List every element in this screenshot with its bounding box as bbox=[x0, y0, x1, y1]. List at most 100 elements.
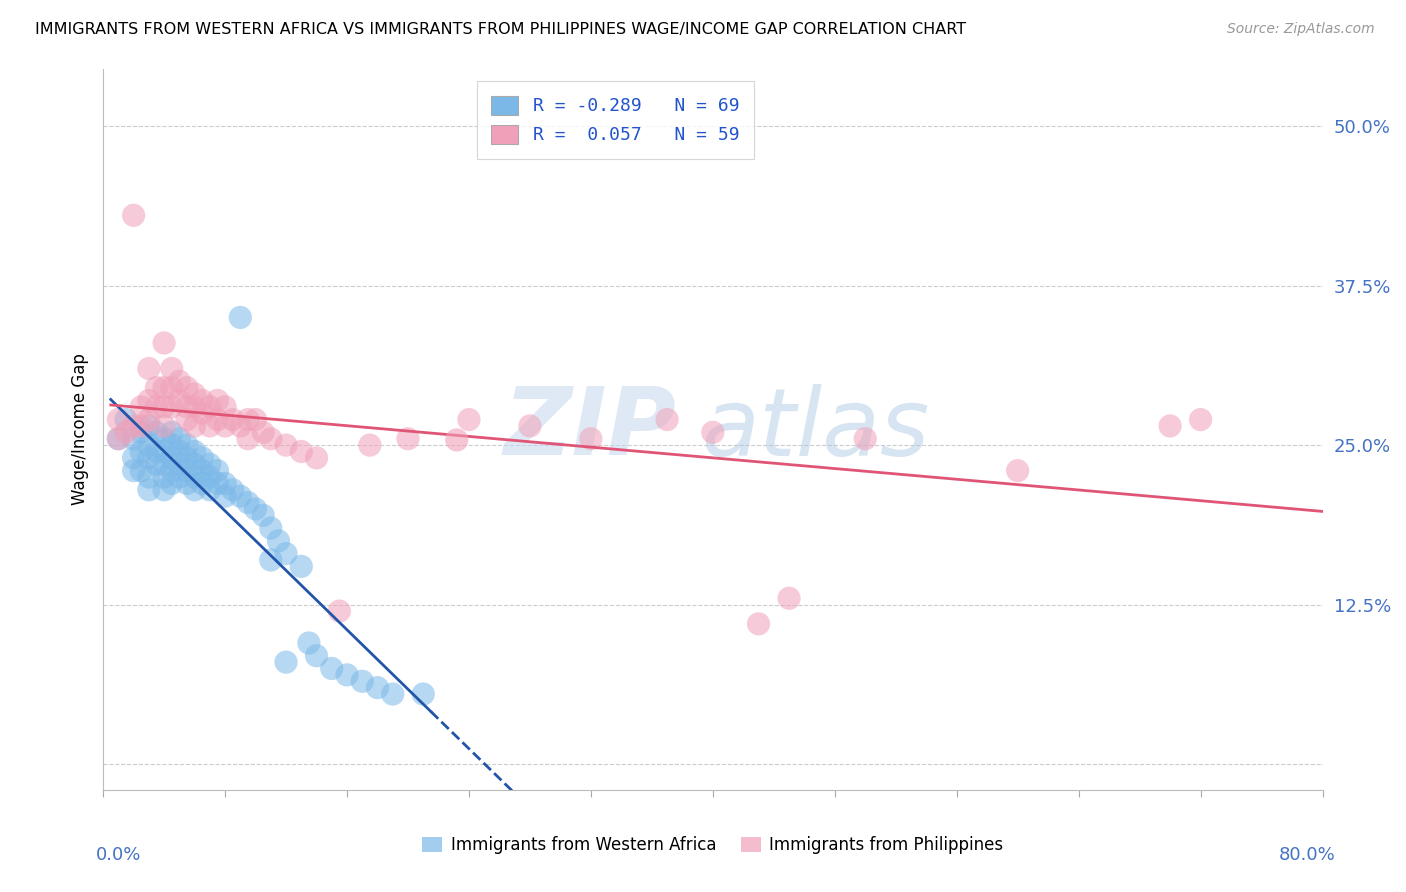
Point bbox=[1007, 464, 1029, 478]
Point bbox=[274, 655, 297, 669]
Point bbox=[214, 489, 236, 503]
Point bbox=[1159, 419, 1181, 434]
Point bbox=[352, 674, 374, 689]
Point bbox=[107, 432, 129, 446]
Point bbox=[191, 406, 214, 420]
Point bbox=[145, 425, 167, 440]
Point bbox=[138, 412, 160, 426]
Point bbox=[169, 393, 191, 408]
Point bbox=[107, 432, 129, 446]
Point bbox=[153, 470, 176, 484]
Point bbox=[191, 464, 214, 478]
Point bbox=[221, 483, 243, 497]
Point bbox=[236, 495, 259, 509]
Point bbox=[138, 393, 160, 408]
Point bbox=[129, 444, 152, 458]
Point bbox=[655, 412, 678, 426]
Point bbox=[260, 553, 283, 567]
Point bbox=[229, 310, 252, 325]
Point bbox=[207, 476, 229, 491]
Point bbox=[183, 387, 205, 401]
Point bbox=[153, 381, 176, 395]
Point bbox=[214, 400, 236, 414]
Point bbox=[160, 450, 183, 465]
Point bbox=[396, 432, 419, 446]
Point bbox=[129, 425, 152, 440]
Point bbox=[305, 648, 328, 663]
Point bbox=[702, 425, 724, 440]
Point bbox=[305, 450, 328, 465]
Point bbox=[169, 470, 191, 484]
Point bbox=[145, 400, 167, 414]
Point bbox=[214, 419, 236, 434]
Point bbox=[236, 432, 259, 446]
Point bbox=[298, 636, 321, 650]
Point bbox=[138, 438, 160, 452]
Point bbox=[252, 508, 274, 523]
Point bbox=[236, 412, 259, 426]
Point bbox=[122, 464, 145, 478]
Point bbox=[359, 438, 381, 452]
Point bbox=[534, 138, 557, 153]
Point bbox=[138, 470, 160, 484]
Point bbox=[260, 521, 283, 535]
Point bbox=[153, 432, 176, 446]
Point bbox=[191, 450, 214, 465]
Point bbox=[198, 457, 221, 471]
Point bbox=[336, 668, 359, 682]
Point bbox=[129, 419, 152, 434]
Point bbox=[207, 464, 229, 478]
Point bbox=[252, 425, 274, 440]
Point bbox=[138, 419, 160, 434]
Point bbox=[290, 444, 312, 458]
Y-axis label: Wage/Income Gap: Wage/Income Gap bbox=[72, 353, 89, 505]
Point bbox=[122, 208, 145, 222]
Point bbox=[191, 476, 214, 491]
Point bbox=[183, 419, 205, 434]
Point bbox=[321, 661, 343, 675]
Legend: R = -0.289   N = 69, R =  0.057   N = 59: R = -0.289 N = 69, R = 0.057 N = 59 bbox=[477, 81, 754, 159]
Point bbox=[260, 432, 283, 446]
Point bbox=[176, 381, 198, 395]
Point bbox=[381, 687, 404, 701]
Point bbox=[138, 450, 160, 465]
Point bbox=[183, 483, 205, 497]
Point bbox=[160, 438, 183, 452]
Point bbox=[129, 400, 152, 414]
Point bbox=[145, 444, 167, 458]
Point bbox=[115, 425, 138, 440]
Point bbox=[160, 381, 183, 395]
Text: atlas: atlas bbox=[700, 384, 929, 475]
Point bbox=[176, 400, 198, 414]
Point bbox=[853, 432, 876, 446]
Text: ZIP: ZIP bbox=[503, 384, 676, 475]
Point bbox=[183, 400, 205, 414]
Point bbox=[198, 400, 221, 414]
Point bbox=[778, 591, 800, 606]
Point bbox=[145, 381, 167, 395]
Point bbox=[267, 533, 290, 548]
Point bbox=[198, 470, 221, 484]
Point bbox=[153, 483, 176, 497]
Point bbox=[160, 425, 183, 440]
Point bbox=[138, 483, 160, 497]
Point bbox=[198, 419, 221, 434]
Point bbox=[122, 450, 145, 465]
Point bbox=[169, 444, 191, 458]
Point bbox=[145, 457, 167, 471]
Point bbox=[153, 444, 176, 458]
Point bbox=[183, 444, 205, 458]
Point bbox=[129, 464, 152, 478]
Point bbox=[207, 412, 229, 426]
Point bbox=[183, 470, 205, 484]
Point bbox=[176, 438, 198, 452]
Point bbox=[153, 400, 176, 414]
Point bbox=[153, 419, 176, 434]
Point bbox=[169, 457, 191, 471]
Point bbox=[412, 687, 434, 701]
Point bbox=[160, 361, 183, 376]
Point bbox=[169, 374, 191, 388]
Point bbox=[160, 464, 183, 478]
Point bbox=[153, 336, 176, 351]
Point bbox=[229, 419, 252, 434]
